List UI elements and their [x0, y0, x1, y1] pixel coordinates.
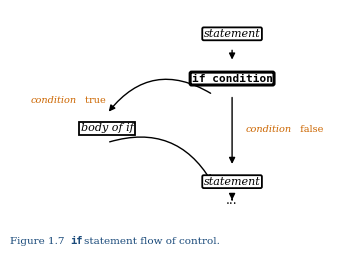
Text: true: true — [82, 97, 106, 105]
Text: false: false — [298, 125, 324, 134]
Text: statement: statement — [204, 177, 261, 187]
Text: statement: statement — [204, 29, 261, 39]
Text: body of if: body of if — [80, 123, 133, 133]
Text: if: if — [71, 236, 83, 246]
Text: condition: condition — [246, 125, 292, 134]
Text: if condition: if condition — [192, 74, 273, 84]
Text: Figure 1.7: Figure 1.7 — [10, 237, 64, 246]
Text: ...: ... — [226, 194, 238, 207]
Text: condition: condition — [31, 97, 77, 105]
Text: statement flow of control.: statement flow of control. — [84, 237, 220, 246]
